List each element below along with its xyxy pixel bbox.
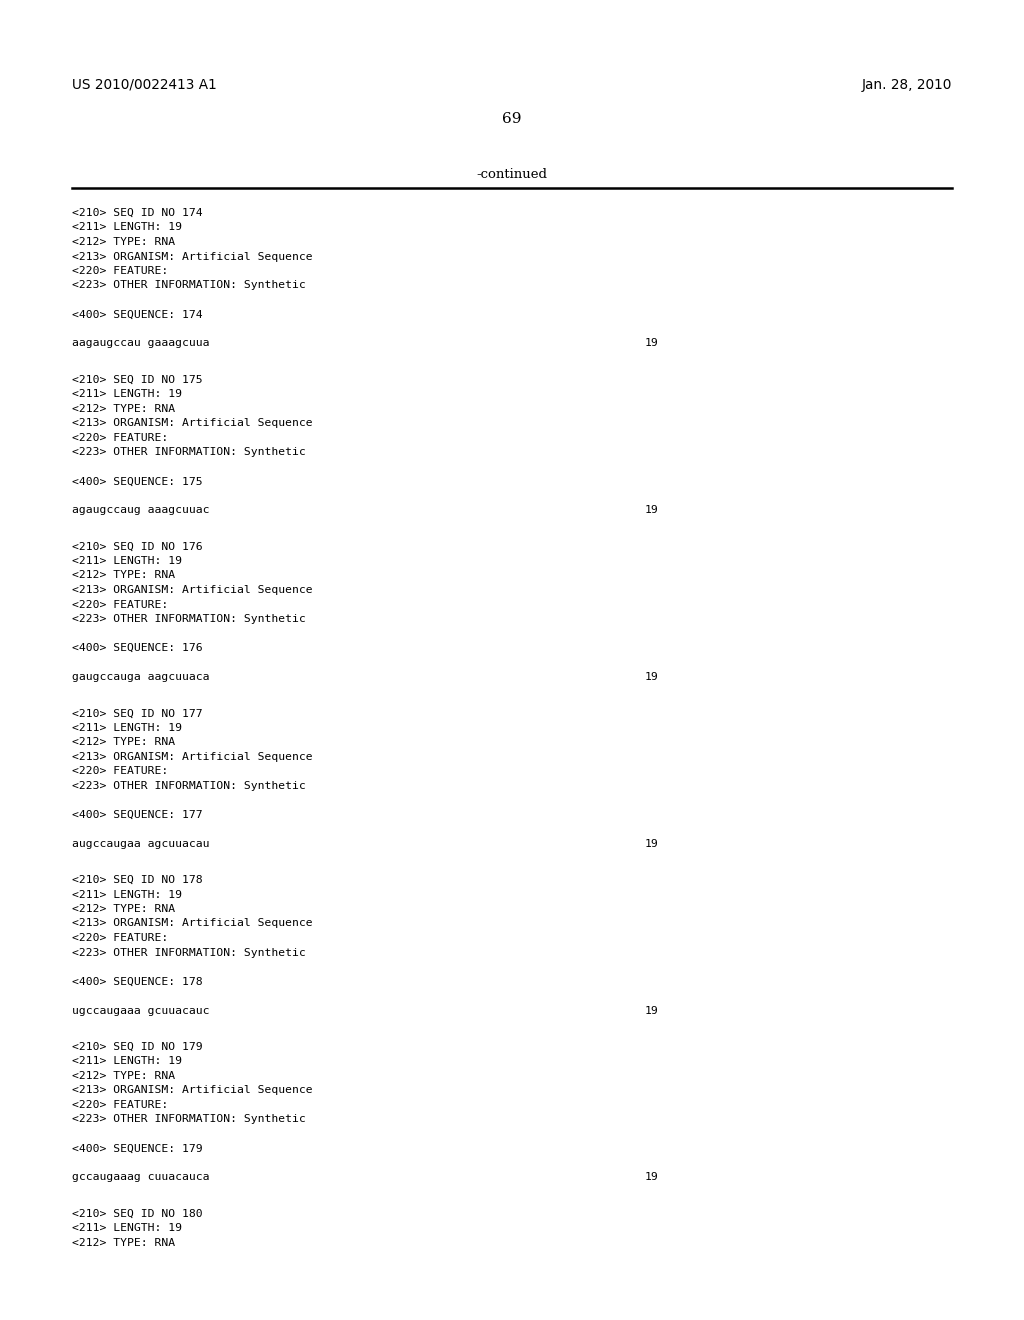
Text: gaugccauga aagcuuaca: gaugccauga aagcuuaca <box>72 672 210 682</box>
Text: <223> OTHER INFORMATION: Synthetic: <223> OTHER INFORMATION: Synthetic <box>72 948 306 957</box>
Text: <220> FEATURE:: <220> FEATURE: <box>72 1100 168 1110</box>
Text: <211> LENGTH: 19: <211> LENGTH: 19 <box>72 1056 182 1067</box>
Text: <400> SEQUENCE: 179: <400> SEQUENCE: 179 <box>72 1143 203 1154</box>
Text: Jan. 28, 2010: Jan. 28, 2010 <box>861 78 952 92</box>
Text: <400> SEQUENCE: 177: <400> SEQUENCE: 177 <box>72 809 203 820</box>
Text: <212> TYPE: RNA: <212> TYPE: RNA <box>72 738 175 747</box>
Text: <210> SEQ ID NO 179: <210> SEQ ID NO 179 <box>72 1041 203 1052</box>
Text: 69: 69 <box>502 112 522 125</box>
Text: <211> LENGTH: 19: <211> LENGTH: 19 <box>72 556 182 566</box>
Text: <210> SEQ ID NO 177: <210> SEQ ID NO 177 <box>72 709 203 718</box>
Text: <210> SEQ ID NO 175: <210> SEQ ID NO 175 <box>72 375 203 384</box>
Text: <213> ORGANISM: Artificial Sequence: <213> ORGANISM: Artificial Sequence <box>72 252 312 261</box>
Text: <400> SEQUENCE: 175: <400> SEQUENCE: 175 <box>72 477 203 486</box>
Text: <212> TYPE: RNA: <212> TYPE: RNA <box>72 1071 175 1081</box>
Text: 19: 19 <box>645 506 658 515</box>
Text: <211> LENGTH: 19: <211> LENGTH: 19 <box>72 890 182 899</box>
Text: <223> OTHER INFORMATION: Synthetic: <223> OTHER INFORMATION: Synthetic <box>72 447 306 457</box>
Text: <211> LENGTH: 19: <211> LENGTH: 19 <box>72 389 182 399</box>
Text: <213> ORGANISM: Artificial Sequence: <213> ORGANISM: Artificial Sequence <box>72 919 312 928</box>
Text: gccaugaaag cuuacauca: gccaugaaag cuuacauca <box>72 1172 210 1183</box>
Text: <210> SEQ ID NO 180: <210> SEQ ID NO 180 <box>72 1209 203 1218</box>
Text: <210> SEQ ID NO 178: <210> SEQ ID NO 178 <box>72 875 203 884</box>
Text: <212> TYPE: RNA: <212> TYPE: RNA <box>72 904 175 913</box>
Text: <213> ORGANISM: Artificial Sequence: <213> ORGANISM: Artificial Sequence <box>72 752 312 762</box>
Text: US 2010/0022413 A1: US 2010/0022413 A1 <box>72 78 217 92</box>
Text: 19: 19 <box>645 1006 658 1015</box>
Text: <223> OTHER INFORMATION: Synthetic: <223> OTHER INFORMATION: Synthetic <box>72 780 306 791</box>
Text: <211> LENGTH: 19: <211> LENGTH: 19 <box>72 1224 182 1233</box>
Text: augccaugaa agcuuacau: augccaugaa agcuuacau <box>72 838 210 849</box>
Text: <220> FEATURE:: <220> FEATURE: <box>72 599 168 610</box>
Text: <213> ORGANISM: Artificial Sequence: <213> ORGANISM: Artificial Sequence <box>72 1085 312 1096</box>
Text: <223> OTHER INFORMATION: Synthetic: <223> OTHER INFORMATION: Synthetic <box>72 281 306 290</box>
Text: 19: 19 <box>645 338 658 348</box>
Text: <213> ORGANISM: Artificial Sequence: <213> ORGANISM: Artificial Sequence <box>72 585 312 595</box>
Text: <210> SEQ ID NO 174: <210> SEQ ID NO 174 <box>72 209 203 218</box>
Text: 19: 19 <box>645 1172 658 1183</box>
Text: <213> ORGANISM: Artificial Sequence: <213> ORGANISM: Artificial Sequence <box>72 418 312 428</box>
Text: <223> OTHER INFORMATION: Synthetic: <223> OTHER INFORMATION: Synthetic <box>72 1114 306 1125</box>
Text: <211> LENGTH: 19: <211> LENGTH: 19 <box>72 723 182 733</box>
Text: <400> SEQUENCE: 174: <400> SEQUENCE: 174 <box>72 309 203 319</box>
Text: 19: 19 <box>645 838 658 849</box>
Text: -continued: -continued <box>476 168 548 181</box>
Text: 19: 19 <box>645 672 658 682</box>
Text: <220> FEATURE:: <220> FEATURE: <box>72 267 168 276</box>
Text: ugccaugaaa gcuuacauc: ugccaugaaa gcuuacauc <box>72 1006 210 1015</box>
Text: <220> FEATURE:: <220> FEATURE: <box>72 766 168 776</box>
Text: <212> TYPE: RNA: <212> TYPE: RNA <box>72 404 175 413</box>
Text: <400> SEQUENCE: 176: <400> SEQUENCE: 176 <box>72 643 203 653</box>
Text: <210> SEQ ID NO 176: <210> SEQ ID NO 176 <box>72 541 203 552</box>
Text: <400> SEQUENCE: 178: <400> SEQUENCE: 178 <box>72 977 203 986</box>
Text: <212> TYPE: RNA: <212> TYPE: RNA <box>72 1238 175 1247</box>
Text: <212> TYPE: RNA: <212> TYPE: RNA <box>72 570 175 581</box>
Text: <220> FEATURE:: <220> FEATURE: <box>72 433 168 442</box>
Text: <211> LENGTH: 19: <211> LENGTH: 19 <box>72 223 182 232</box>
Text: <223> OTHER INFORMATION: Synthetic: <223> OTHER INFORMATION: Synthetic <box>72 614 306 624</box>
Text: aagaugccau gaaagcuua: aagaugccau gaaagcuua <box>72 338 210 348</box>
Text: agaugccaug aaagcuuac: agaugccaug aaagcuuac <box>72 506 210 515</box>
Text: <212> TYPE: RNA: <212> TYPE: RNA <box>72 238 175 247</box>
Text: <220> FEATURE:: <220> FEATURE: <box>72 933 168 942</box>
